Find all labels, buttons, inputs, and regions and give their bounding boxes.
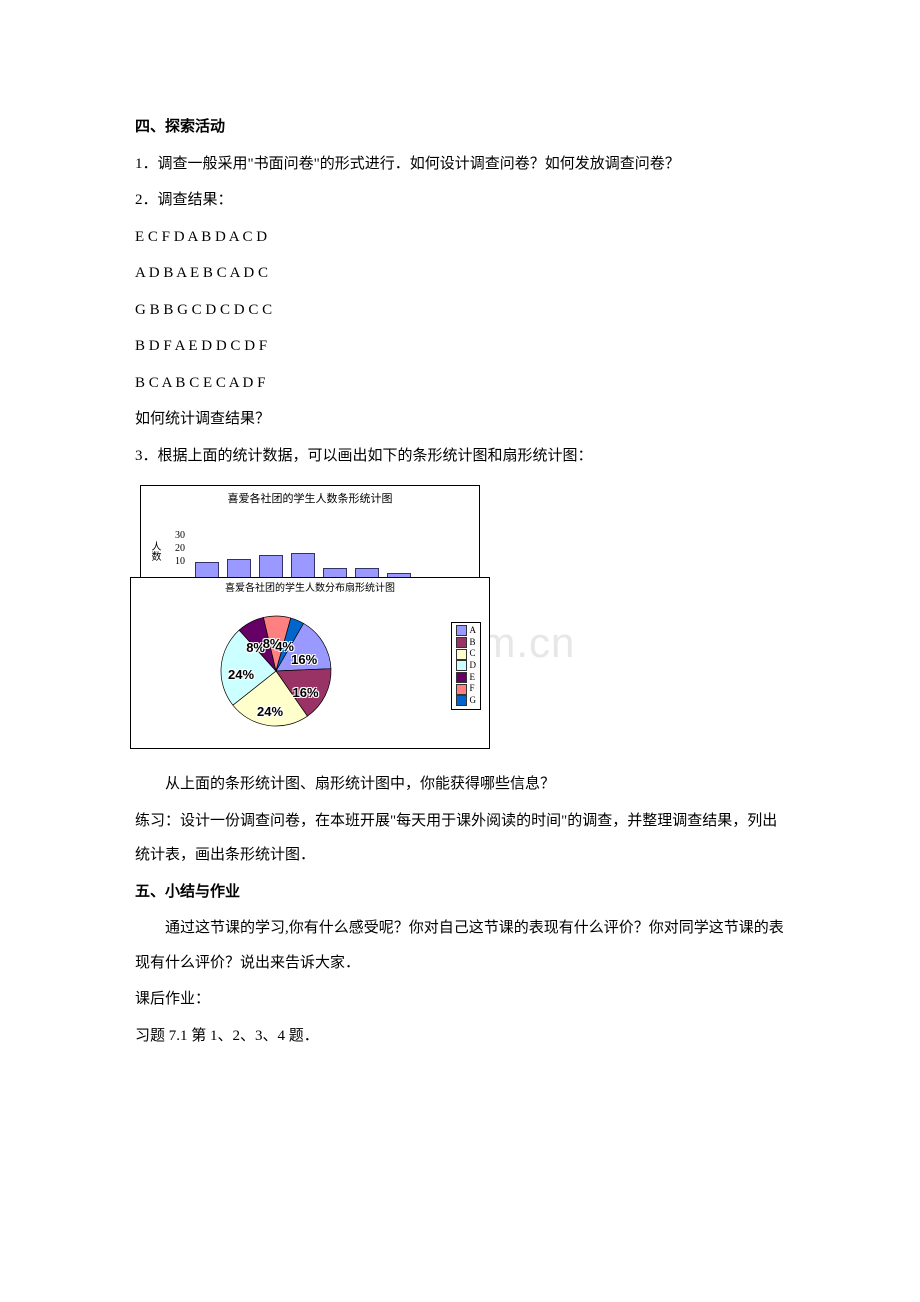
data-row-2: G B B G C D C D C C	[135, 293, 790, 328]
data-row-1: A D B A E B C A D C	[135, 256, 790, 291]
bar-C	[259, 555, 283, 579]
section4-heading: 四、探索活动	[135, 110, 790, 145]
legend-row-D: D	[456, 660, 477, 672]
pie-legend: ABCDEFG	[451, 622, 482, 710]
legend-row-A: A	[456, 625, 477, 637]
legend-label-D: D	[470, 660, 477, 672]
legend-label-B: B	[470, 637, 476, 649]
bar-ytick-0: 30	[167, 529, 185, 542]
legend-swatch-B	[456, 637, 467, 648]
section4-p4: 3．根据上面的统计数据，可以画出如下的条形统计图和扇形统计图：	[135, 439, 790, 474]
data-row-4: B C A B C E C A D F	[135, 366, 790, 401]
legend-swatch-D	[456, 660, 467, 671]
legend-label-F: F	[470, 683, 475, 695]
bar-yticks: 30 20 10	[167, 529, 185, 568]
section4-after1: 从上面的条形统计图、扇形统计图中，你能获得哪些信息？	[135, 767, 790, 802]
legend-row-E: E	[456, 672, 477, 684]
legend-label-E: E	[470, 672, 476, 684]
legend-label-A: A	[470, 625, 477, 637]
bar-ytick-1: 20	[167, 542, 185, 555]
legend-row-F: F	[456, 683, 477, 695]
section4-p2: 2．调查结果：	[135, 183, 790, 218]
legend-swatch-E	[456, 672, 467, 683]
section4-p1: 1．调查一般采用"书面问卷"的形式进行．如何设计调查问卷？如何发放调查问卷？	[135, 147, 790, 182]
data-row-3: B D F A E D D C D F	[135, 329, 790, 364]
chart-area: 喜爱各社团的学生人数条形统计图 人数 30 20 10 喜爱各社团的学生人数分布…	[140, 485, 480, 749]
bar-chart-title: 喜爱各社团的学生人数条形统计图	[141, 486, 479, 506]
legend-swatch-G	[456, 695, 467, 706]
data-row-0: E C F D A B D A C D	[135, 220, 790, 255]
legend-label-G: G	[470, 695, 477, 707]
legend-row-C: C	[456, 648, 477, 660]
pie-label-B: 16%	[293, 678, 319, 708]
pie-chart-title: 喜爱各社团的学生人数分布扇形统计图	[131, 578, 489, 595]
bar-ytick-2: 10	[167, 555, 185, 568]
legend-row-B: B	[456, 637, 477, 649]
pie-label-A: 16%	[291, 645, 317, 675]
pie-label-G: 4%	[275, 632, 294, 662]
section5-p1: 通过这节课的学习,你有什么感受呢？你对自己这节课的表现有什么评价？你对同学这节课…	[135, 911, 790, 980]
pie-label-C: 24%	[257, 697, 283, 727]
bar-D	[291, 553, 315, 579]
bar-yaxis-label: 人数	[149, 541, 159, 561]
legend-swatch-A	[456, 625, 467, 636]
legend-swatch-C	[456, 649, 467, 660]
section4-p3: 如何统计调查结果？	[135, 402, 790, 437]
pie-chart-box: 喜爱各社团的学生人数分布扇形统计图 ABCDEFG 16%16%24%24%8%…	[130, 577, 490, 749]
section5-p3: 习题 7.1 第 1、2、3、4 题．	[135, 1019, 790, 1054]
legend-row-G: G	[456, 695, 477, 707]
section5-p2: 课后作业：	[135, 982, 790, 1017]
section5-heading: 五、小结与作业	[135, 875, 790, 910]
pie-label-D: 24%	[228, 660, 254, 690]
section4-after2: 练习：设计一份调查问卷，在本班开展"每天用于课外阅读的时间"的调查，并整理调查结…	[135, 804, 790, 873]
legend-swatch-F	[456, 684, 467, 695]
legend-label-C: C	[470, 648, 476, 660]
